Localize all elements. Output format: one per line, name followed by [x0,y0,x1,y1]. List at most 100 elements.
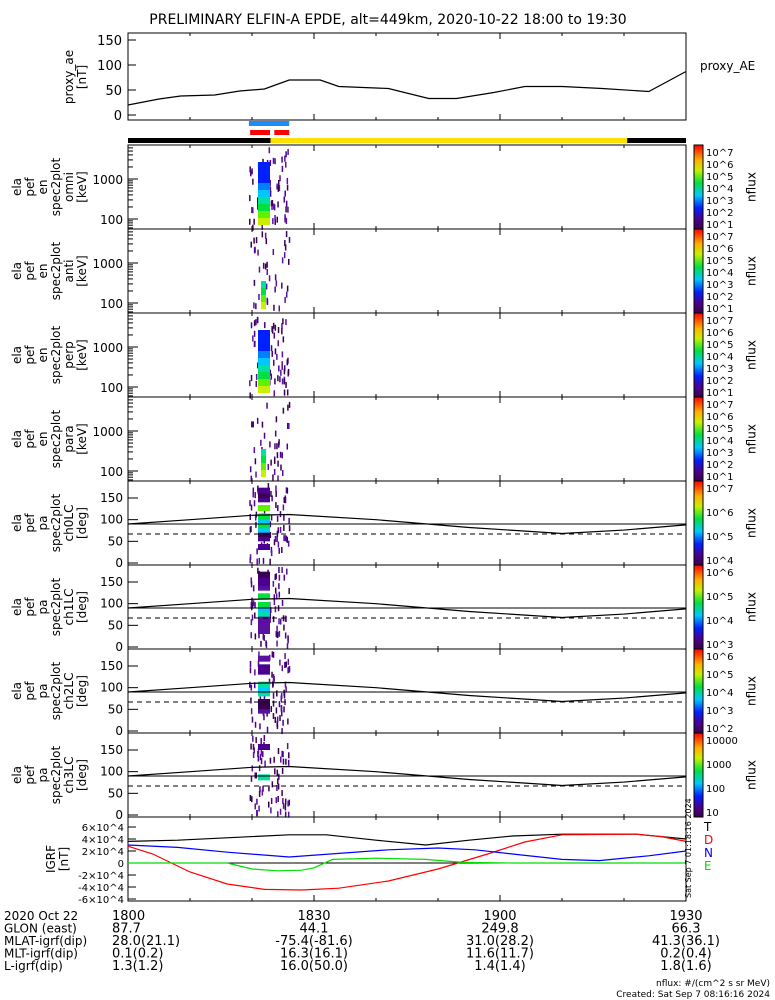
colorbar-tick-label: 10^6 [706,160,733,171]
flux-pixel [274,535,277,542]
flux-pixel [269,616,271,623]
flux-pixel [288,588,290,595]
flux-pixel [278,630,281,637]
sunlit-bar [270,138,628,143]
ephemeris-value: 1.8(1.6) [660,959,712,974]
flux-pixel [258,218,270,225]
y-tick-label: 1000 [92,341,123,355]
colorbar [693,648,704,734]
flux-pixel [249,557,251,564]
flux-pixel [282,504,285,511]
flux-pixel [258,522,270,529]
flux-pixel [255,319,257,326]
flux-pixel [275,631,277,638]
flux-pixel [273,332,276,339]
flux-pixel [256,417,259,424]
spectrogram-ylabel: pa [36,600,50,615]
flux-pixel [286,643,289,650]
flux-pixel [277,748,280,755]
flux-pixel [281,567,283,574]
y-tick-label: 4×10^4 [82,835,124,846]
colorbar-tick-label: 10^2 [706,376,733,387]
flux-pixel [286,536,289,543]
spectrogram-ylabel: spec2plot [49,745,63,804]
colorbar [693,564,704,650]
igrf-N-line [127,844,687,862]
flux-pixel [287,148,289,155]
flux-pixel [285,381,287,388]
flux-pixel [258,744,270,750]
flux-pixel [285,151,287,158]
pitch-angle-line [127,681,687,703]
flux-pixel [280,369,282,376]
flux-pixel [250,170,252,177]
colorbar-tick-label: 10^2 [706,208,733,219]
spectrogram-frame-para [127,396,687,482]
flux-pixel [271,495,273,502]
flux-pixel [278,305,281,312]
flux-pixel [277,795,279,802]
flux-pixel [284,804,287,811]
colorbar-tick-label: 10^7 [706,484,733,495]
flux-pixel [275,416,278,423]
colorbar-tick-label: 1000 [706,760,731,771]
flux-pixel [258,584,270,591]
flux-pixel [253,247,256,254]
colorbar [693,396,704,482]
flux-pixel [276,536,278,543]
flux-pixel [279,715,281,722]
flux-pixel [254,803,256,810]
flux-pixel [258,487,270,494]
flux-pixel [268,275,271,282]
flux-pixel [249,195,251,202]
colorbar-tick-label: 10^6 [706,244,733,255]
flux-pixel [280,710,283,717]
flux-pixel [272,681,274,688]
flux-pixel [249,380,251,387]
flux-pixel [282,798,284,805]
flux-pixel [261,281,266,288]
y-tick-label: 150 [100,659,123,673]
flux-pixel [277,185,280,192]
y-tick-label: 50 [108,618,123,632]
y-tick-label: 1000 [92,173,123,187]
flux-pixel [273,304,275,311]
flux-pixel [285,535,288,542]
flux-pixel [282,336,285,343]
colorbar-tick-label: 10^2 [706,292,733,303]
spectrogram-ylabel: anti [62,260,76,283]
flux-pixel [250,697,252,704]
y-tick-label: 0 [114,109,122,124]
flux-pixel [288,423,290,430]
flux-pixel [288,401,291,408]
flux-pixel [259,786,261,793]
spectrogram-ylabel: ela [10,766,24,784]
spectrogram-ylabel: spec2plot [49,157,63,216]
flux-pixel [272,700,275,707]
units-note: nflux: #/(cm^2 s sr MeV) [656,979,770,989]
flux-pixel [254,458,257,465]
flux-pixel [255,303,257,310]
flux-pixel [279,376,281,383]
colorbar-tick-label: 10^5 [706,670,733,681]
colorbar-tick-label: 10^2 [706,460,733,471]
igrf-legend-E: E [704,859,712,873]
flux-pixel [258,632,260,639]
flux-pixel [278,185,281,192]
flux-pixel [281,165,284,172]
y-tick-label: 50 [105,84,122,99]
flux-pixel [250,684,253,691]
flux-pixel [287,368,290,375]
flux-pixel [285,686,287,693]
flux-pixel [276,443,278,450]
flux-pixel [269,441,271,448]
flux-pixel [283,514,285,521]
flux-pixel [258,651,260,658]
colorbar-tick-label: 10^6 [706,412,733,423]
flux-pixel [255,380,258,387]
colorbar-tick-label: 10^1 [706,304,733,315]
flux-pixel [249,513,251,520]
flux-pixel [286,568,288,575]
flux-pixel [249,218,251,225]
flux-pixel [270,798,273,805]
